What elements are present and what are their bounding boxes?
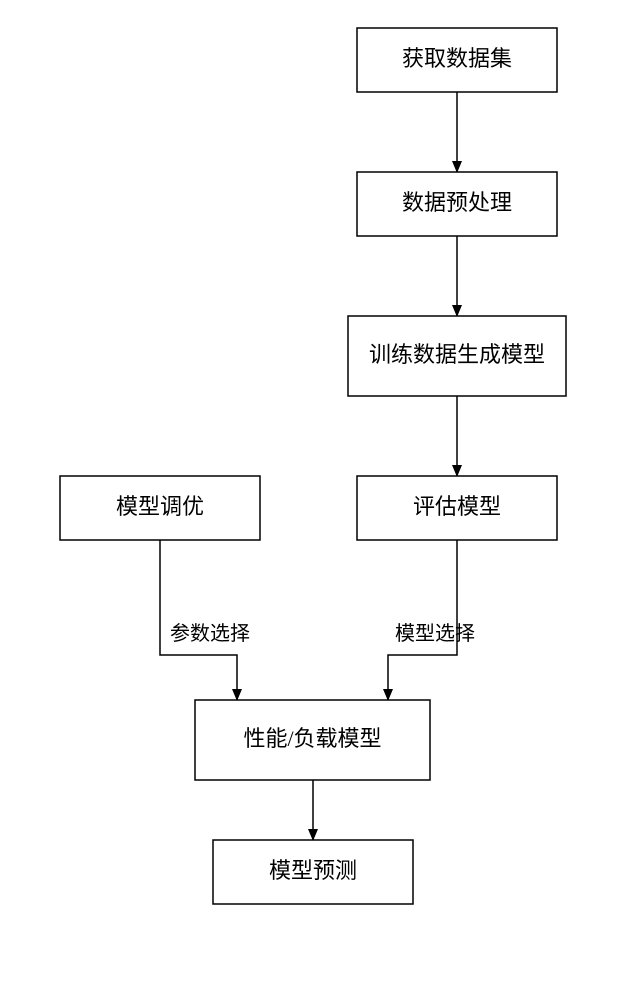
node-label-n4: 评估模型	[413, 494, 501, 519]
node-label-n1: 获取数据集	[402, 46, 512, 71]
flowchart-canvas: 模型选择 参数选择 获取数据集数据预处理训练数据生成模型评估模型 模型调优性能/负载…	[0, 0, 623, 1000]
node-n2: 数据预处理	[357, 172, 557, 236]
edge-n5-n6	[160, 540, 237, 700]
edge-label-n4-n6: 模型选择	[395, 622, 475, 645]
node-label-n3: 训练数据生成模型	[369, 342, 545, 367]
node-n1: 获取数据集	[357, 28, 557, 92]
node-label-n7: 模型预测	[269, 858, 357, 883]
node-n3: 训练数据生成模型	[348, 316, 566, 396]
node-n6: 性能/负载模型	[195, 700, 430, 780]
edge-label-n5-n6: 参数选择	[170, 622, 250, 645]
node-label-n6: 性能/负载模型	[243, 726, 381, 751]
node-label-n2: 数据预处理	[402, 190, 512, 215]
edge-n4-n6	[388, 540, 457, 700]
node-label-n5: 模型调优	[116, 494, 204, 519]
node-n5: 模型调优	[60, 476, 260, 540]
node-n4: 评估模型	[357, 476, 557, 540]
node-n7: 模型预测	[213, 840, 413, 904]
